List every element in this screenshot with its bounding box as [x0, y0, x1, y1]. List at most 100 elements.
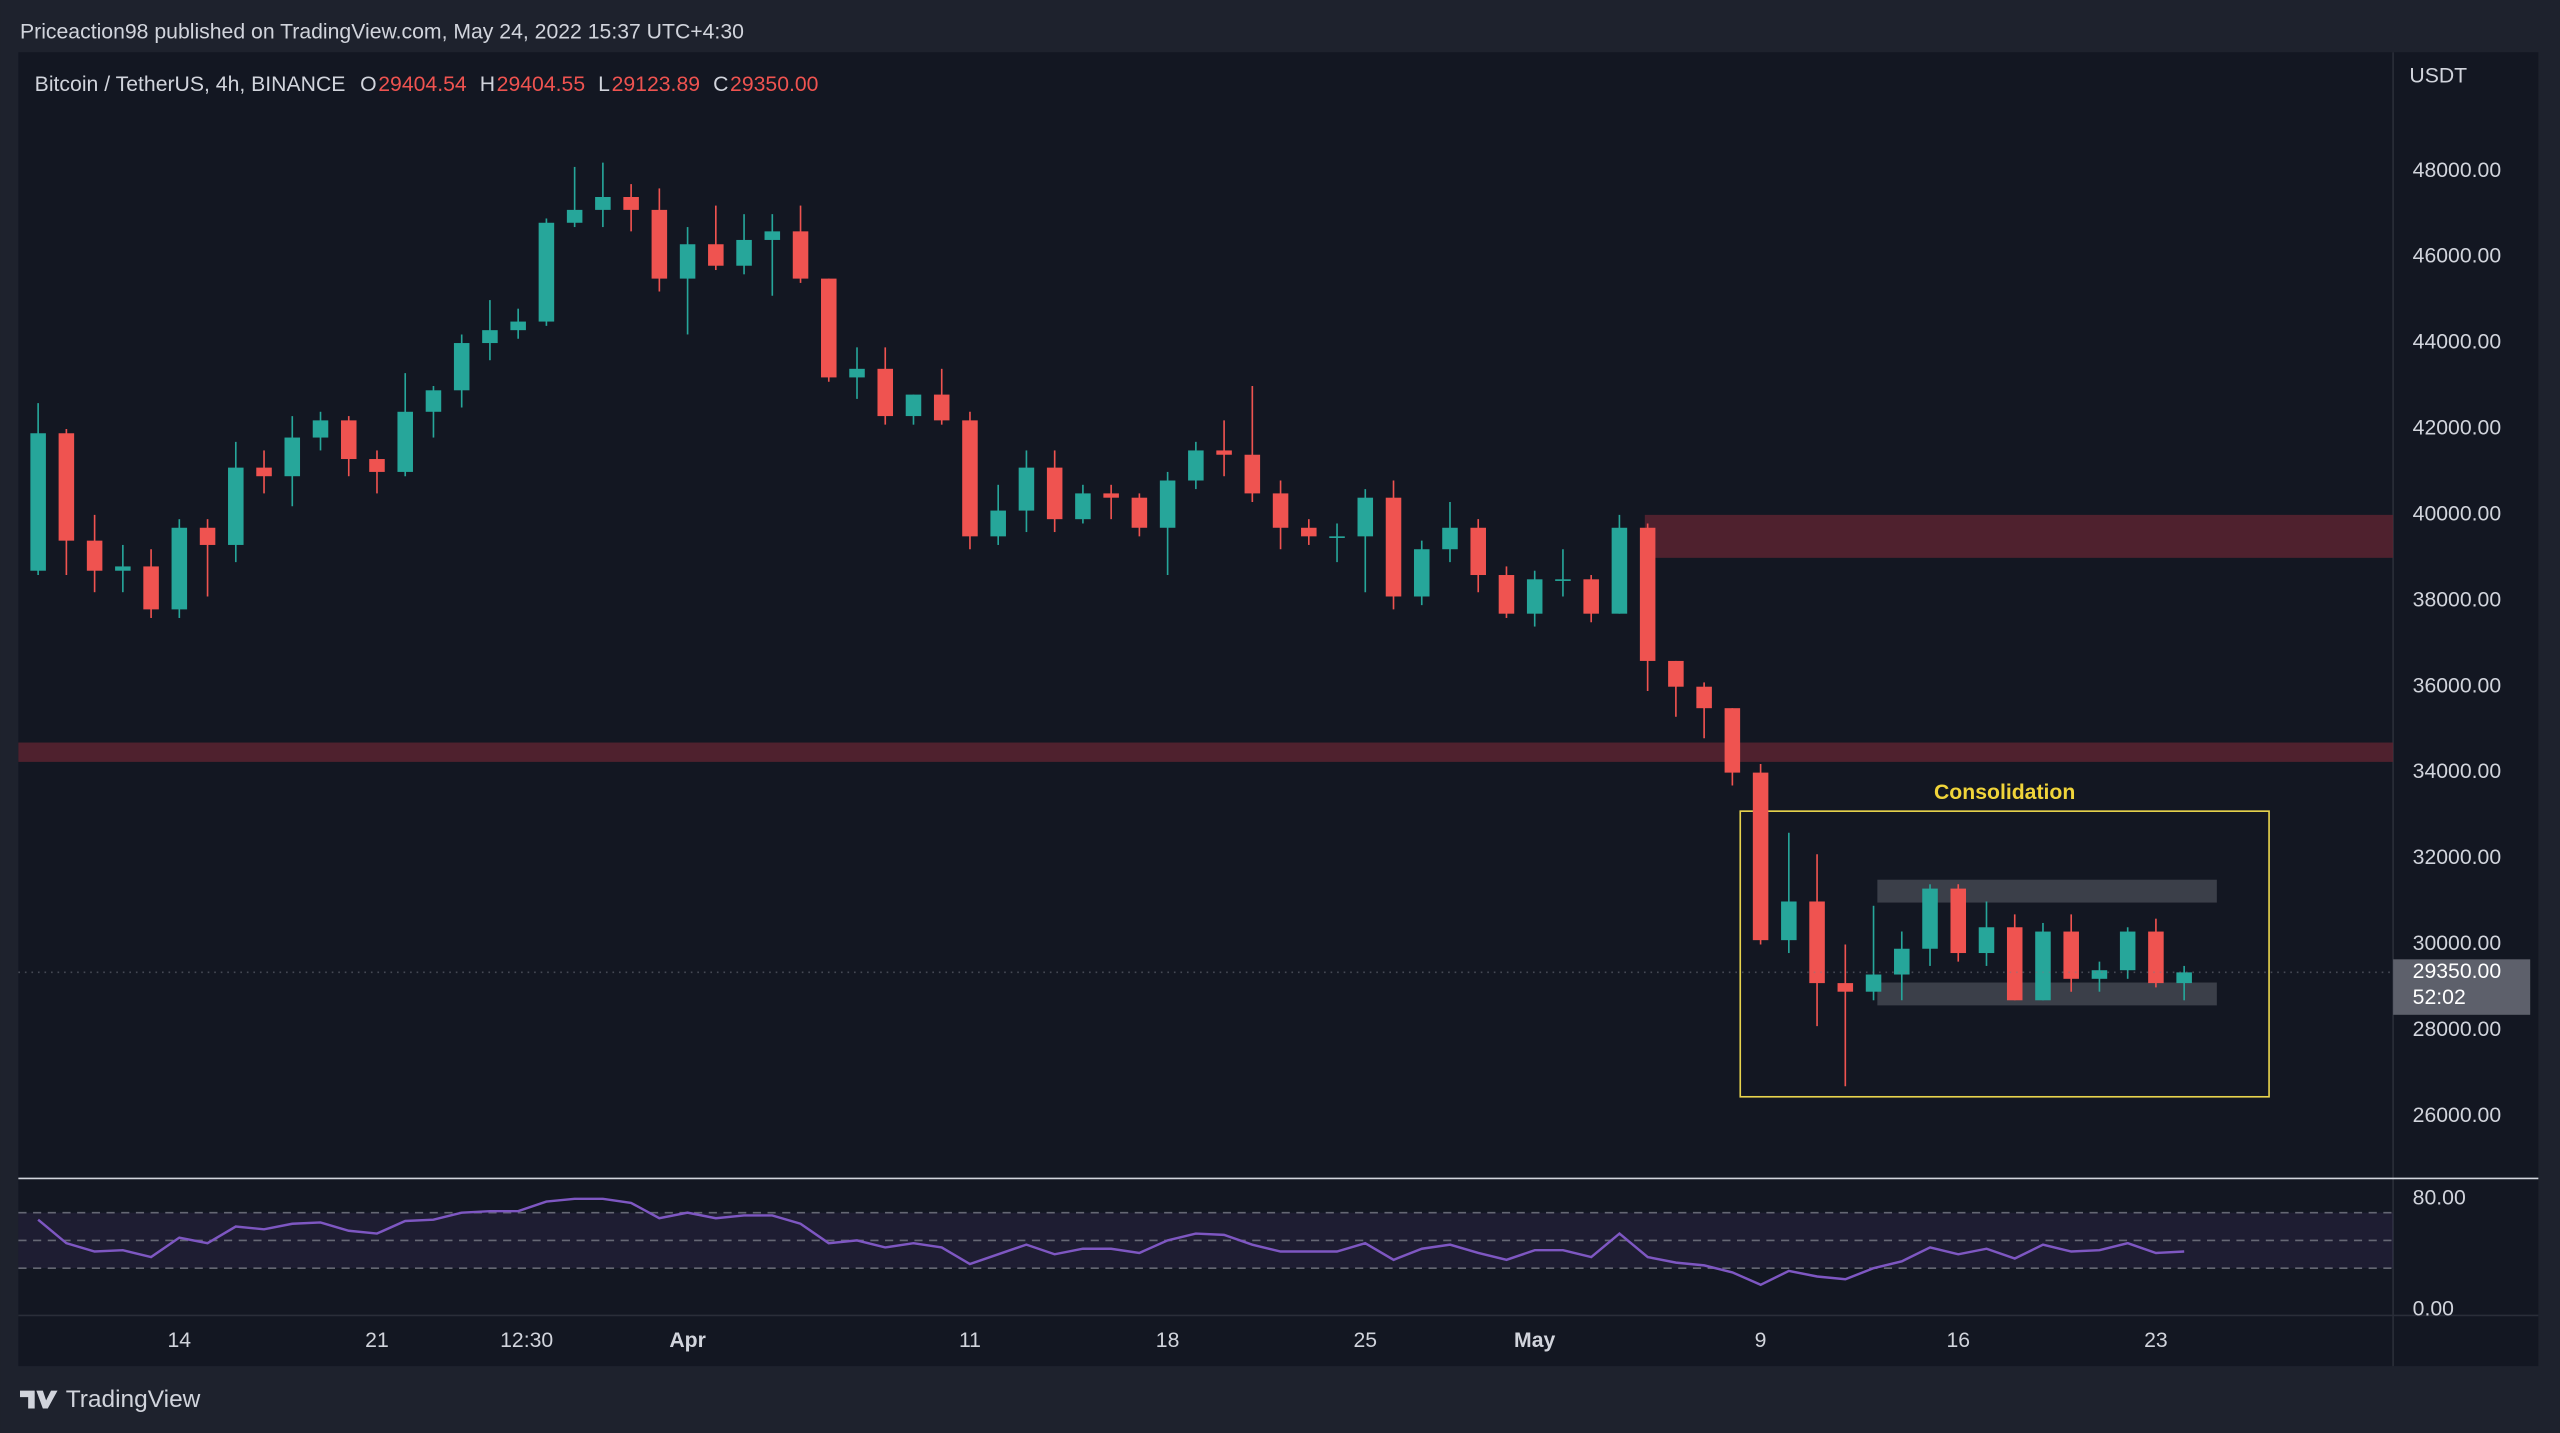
time-tick-label: 16: [1946, 1329, 1970, 1352]
candle-body: [1498, 575, 1515, 614]
candle-body: [679, 244, 696, 279]
candle-body: [2176, 972, 2192, 984]
candle-body: [1470, 527, 1486, 576]
candle-body: [2091, 970, 2108, 979]
candle-body: [708, 244, 724, 266]
chart-area: [18, 52, 2539, 1367]
candle-body: [1922, 888, 1938, 949]
ohlc-value: 29350.00: [730, 72, 818, 95]
time-tick-label: 9: [1755, 1329, 1767, 1352]
ohlc-value: 29123.89: [612, 72, 700, 95]
candle-body: [1046, 467, 1063, 520]
candle-body: [1668, 660, 1684, 687]
candle-body: [1301, 527, 1317, 537]
ohlc-key: H: [480, 72, 495, 95]
candle-body: [1216, 450, 1232, 455]
resistance-zone: [1644, 514, 2394, 558]
candle-body: [1781, 901, 1797, 941]
time-tick-label: 25: [1353, 1329, 1377, 1352]
candle-body: [30, 433, 46, 571]
candle-body: [1724, 708, 1741, 773]
candle-body: [369, 459, 385, 472]
candle-body: [2006, 927, 2023, 1001]
candle-body: [623, 196, 639, 210]
candle-body: [1978, 927, 1995, 954]
ohlc-key: O: [360, 72, 377, 95]
price-tick-label: 38000.00: [2413, 588, 2501, 611]
candle-body: [1018, 467, 1035, 511]
brand: TradingView: [66, 1386, 201, 1413]
symbol-title: Bitcoin / TetherUS, 4h, BINANCE: [35, 72, 346, 95]
candle-body: [1555, 579, 1571, 581]
candle-body: [1188, 450, 1204, 481]
candle-body: [58, 433, 75, 541]
candle-body: [1950, 888, 1967, 954]
time-tick-label: 11: [959, 1329, 981, 1352]
candle-body: [1442, 527, 1458, 550]
candle-body: [651, 209, 668, 279]
candle-body: [284, 437, 301, 477]
rsi-tick-label: 80.00: [2413, 1186, 2466, 1209]
candle-body: [905, 394, 922, 417]
last-price-tag: [2393, 959, 2531, 1015]
candle-body: [171, 527, 188, 610]
candle-body: [312, 420, 329, 438]
candle-body: [1752, 772, 1769, 941]
candle-body: [199, 527, 216, 545]
ohlc-value: 29404.55: [497, 72, 585, 95]
symbol-legend: Bitcoin / TetherUS, 4h, BINANCE O 29404.54…: [35, 72, 819, 95]
candle-body: [1103, 493, 1119, 498]
time-tick-label: 18: [1156, 1329, 1180, 1352]
candle-body: [821, 278, 837, 378]
time-tick-label: 12:30: [500, 1329, 553, 1352]
ohlc-key: C: [713, 72, 728, 95]
candle-body: [1413, 549, 1430, 597]
ohlc-key: L: [598, 72, 610, 95]
candle-body: [566, 209, 583, 223]
marks: Bitcoin / TetherUS, 4h, BINANCE O 29404.54…: [18, 72, 2531, 1352]
candle-body: [1639, 527, 1656, 661]
price-tick-label: 42000.00: [2413, 417, 2501, 440]
candle-body: [1244, 454, 1261, 494]
candle-body: [849, 368, 865, 378]
candle-body: [1159, 480, 1176, 528]
candle-body: [2148, 931, 2164, 984]
countdown: 52:02: [2413, 986, 2466, 1009]
last-price-label: 29350.00: [2413, 960, 2501, 983]
price-tick-label: 26000.00: [2413, 1104, 2501, 1127]
candle-body: [595, 196, 611, 210]
candle-body: [2119, 931, 2136, 971]
candle-body: [1272, 493, 1289, 528]
ohlc-value: 29404.54: [378, 72, 467, 95]
candle-body: [962, 420, 978, 537]
candle-body: [1894, 948, 1910, 975]
rsi-tick-label: 0.00: [2413, 1297, 2454, 1320]
candle-body: [792, 231, 809, 279]
candle-body: [538, 222, 555, 322]
time-tick-label: 14: [168, 1329, 192, 1352]
resistance-zone: [18, 742, 2394, 762]
candle-body: [1526, 579, 1543, 614]
price-tick-label: 36000.00: [2413, 674, 2501, 697]
price-tick-label: 32000.00: [2413, 846, 2501, 869]
candle-body: [1357, 497, 1374, 537]
publisher: Priceaction98 published on TradingView.c…: [20, 20, 744, 43]
price-tick-label: 40000.00: [2413, 502, 2501, 525]
time-tick-label: Apr: [669, 1329, 706, 1352]
price-tick-label: 46000.00: [2413, 245, 2501, 268]
consolidation-box: [1739, 810, 2270, 1098]
price-unit: USDT: [2409, 64, 2467, 87]
time-tick-label: May: [1514, 1329, 1555, 1352]
candle-body: [933, 394, 950, 421]
candle-body: [256, 467, 272, 477]
candle-body: [425, 390, 442, 412]
candle-body: [143, 566, 159, 610]
candle-body: [1131, 497, 1148, 528]
candle-body: [1075, 493, 1091, 520]
candle-body: [397, 411, 413, 472]
candle-body: [1837, 983, 1854, 992]
candle-body: [877, 368, 894, 417]
candle-body: [1865, 974, 1882, 992]
candle-body: [1329, 536, 1345, 538]
